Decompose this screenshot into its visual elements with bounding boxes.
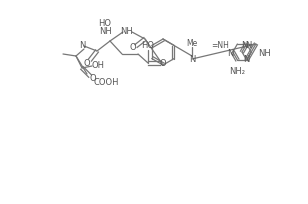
Text: HO: HO [99,19,111,28]
Text: NH: NH [121,27,133,36]
Text: HO: HO [141,41,155,50]
Text: OH: OH [91,61,104,70]
Text: O: O [90,74,96,83]
Text: N: N [189,55,195,64]
Text: N: N [245,40,252,49]
Text: O: O [130,43,136,52]
Text: N: N [228,48,234,57]
Text: NH: NH [258,49,271,58]
Text: N: N [241,40,248,49]
Text: Me: Me [186,38,198,47]
Text: O: O [160,59,166,68]
Text: O: O [84,58,90,67]
Text: N: N [243,55,250,64]
Text: NH₂: NH₂ [229,66,245,75]
Text: NH: NH [99,27,111,36]
Text: =NH: =NH [212,40,229,49]
Text: N: N [79,41,85,50]
Text: COOH: COOH [93,78,119,87]
